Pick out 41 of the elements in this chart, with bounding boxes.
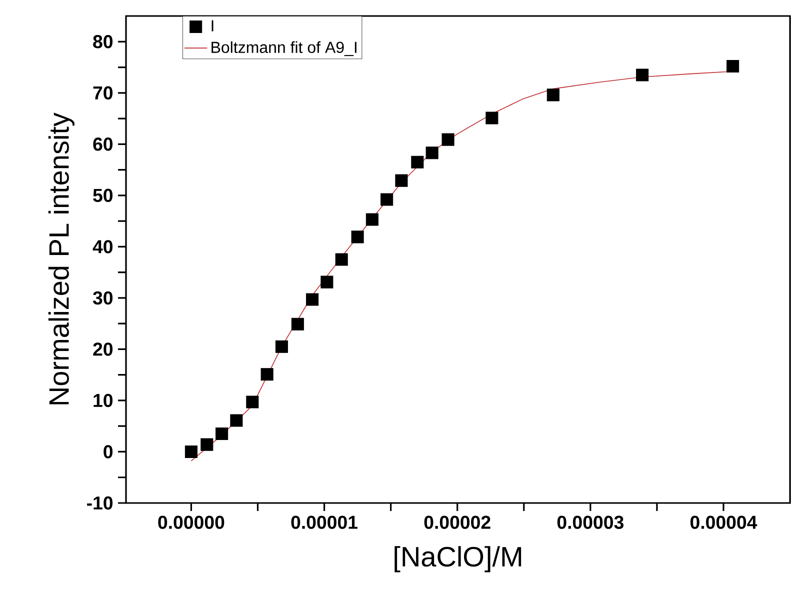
y-tick-label: -10 — [87, 496, 113, 510]
point — [351, 230, 364, 244]
x-tick-label: 0.00000 — [158, 516, 224, 529]
y-tick-label: 30 — [92, 291, 113, 305]
legend-label: Boltzmann fit of A9_I — [212, 41, 356, 56]
point — [320, 276, 334, 288]
x-tick-label: 0.00004 — [690, 516, 758, 529]
y-tick-label: 20 — [93, 342, 113, 356]
y-tick-label: 80 — [93, 35, 113, 48]
point — [246, 396, 259, 408]
point — [395, 174, 408, 187]
point — [486, 112, 498, 124]
x-tick-label: 0.00003 — [557, 516, 624, 529]
x-axis-title: [NaClO]/M — [394, 546, 522, 572]
point — [306, 293, 319, 306]
point — [366, 213, 378, 226]
point — [200, 438, 214, 451]
point — [275, 340, 288, 353]
y-tick-label: 10 — [94, 394, 113, 408]
y-tick-label: 0 — [104, 445, 113, 458]
point — [335, 253, 348, 266]
point — [184, 445, 198, 458]
x-tick-label: 0.00002 — [424, 516, 490, 529]
point — [546, 88, 560, 102]
point — [442, 133, 454, 146]
point — [230, 414, 243, 427]
y-tick-label: 50 — [93, 188, 113, 202]
point — [260, 368, 274, 381]
point — [291, 318, 304, 330]
y-tick-label: 40 — [92, 240, 113, 254]
point — [426, 146, 438, 160]
point — [726, 60, 740, 73]
y-tick-label: 60 — [93, 138, 113, 151]
x-tick-label: 0.00001 — [291, 516, 358, 529]
y-tick-label: 70 — [93, 86, 113, 100]
point — [216, 428, 228, 440]
point — [411, 156, 424, 168]
point — [636, 68, 649, 82]
point — [380, 193, 394, 206]
y-axis-title: Normalized PL intensity — [48, 112, 74, 404]
legend-label: I — [212, 20, 214, 32]
